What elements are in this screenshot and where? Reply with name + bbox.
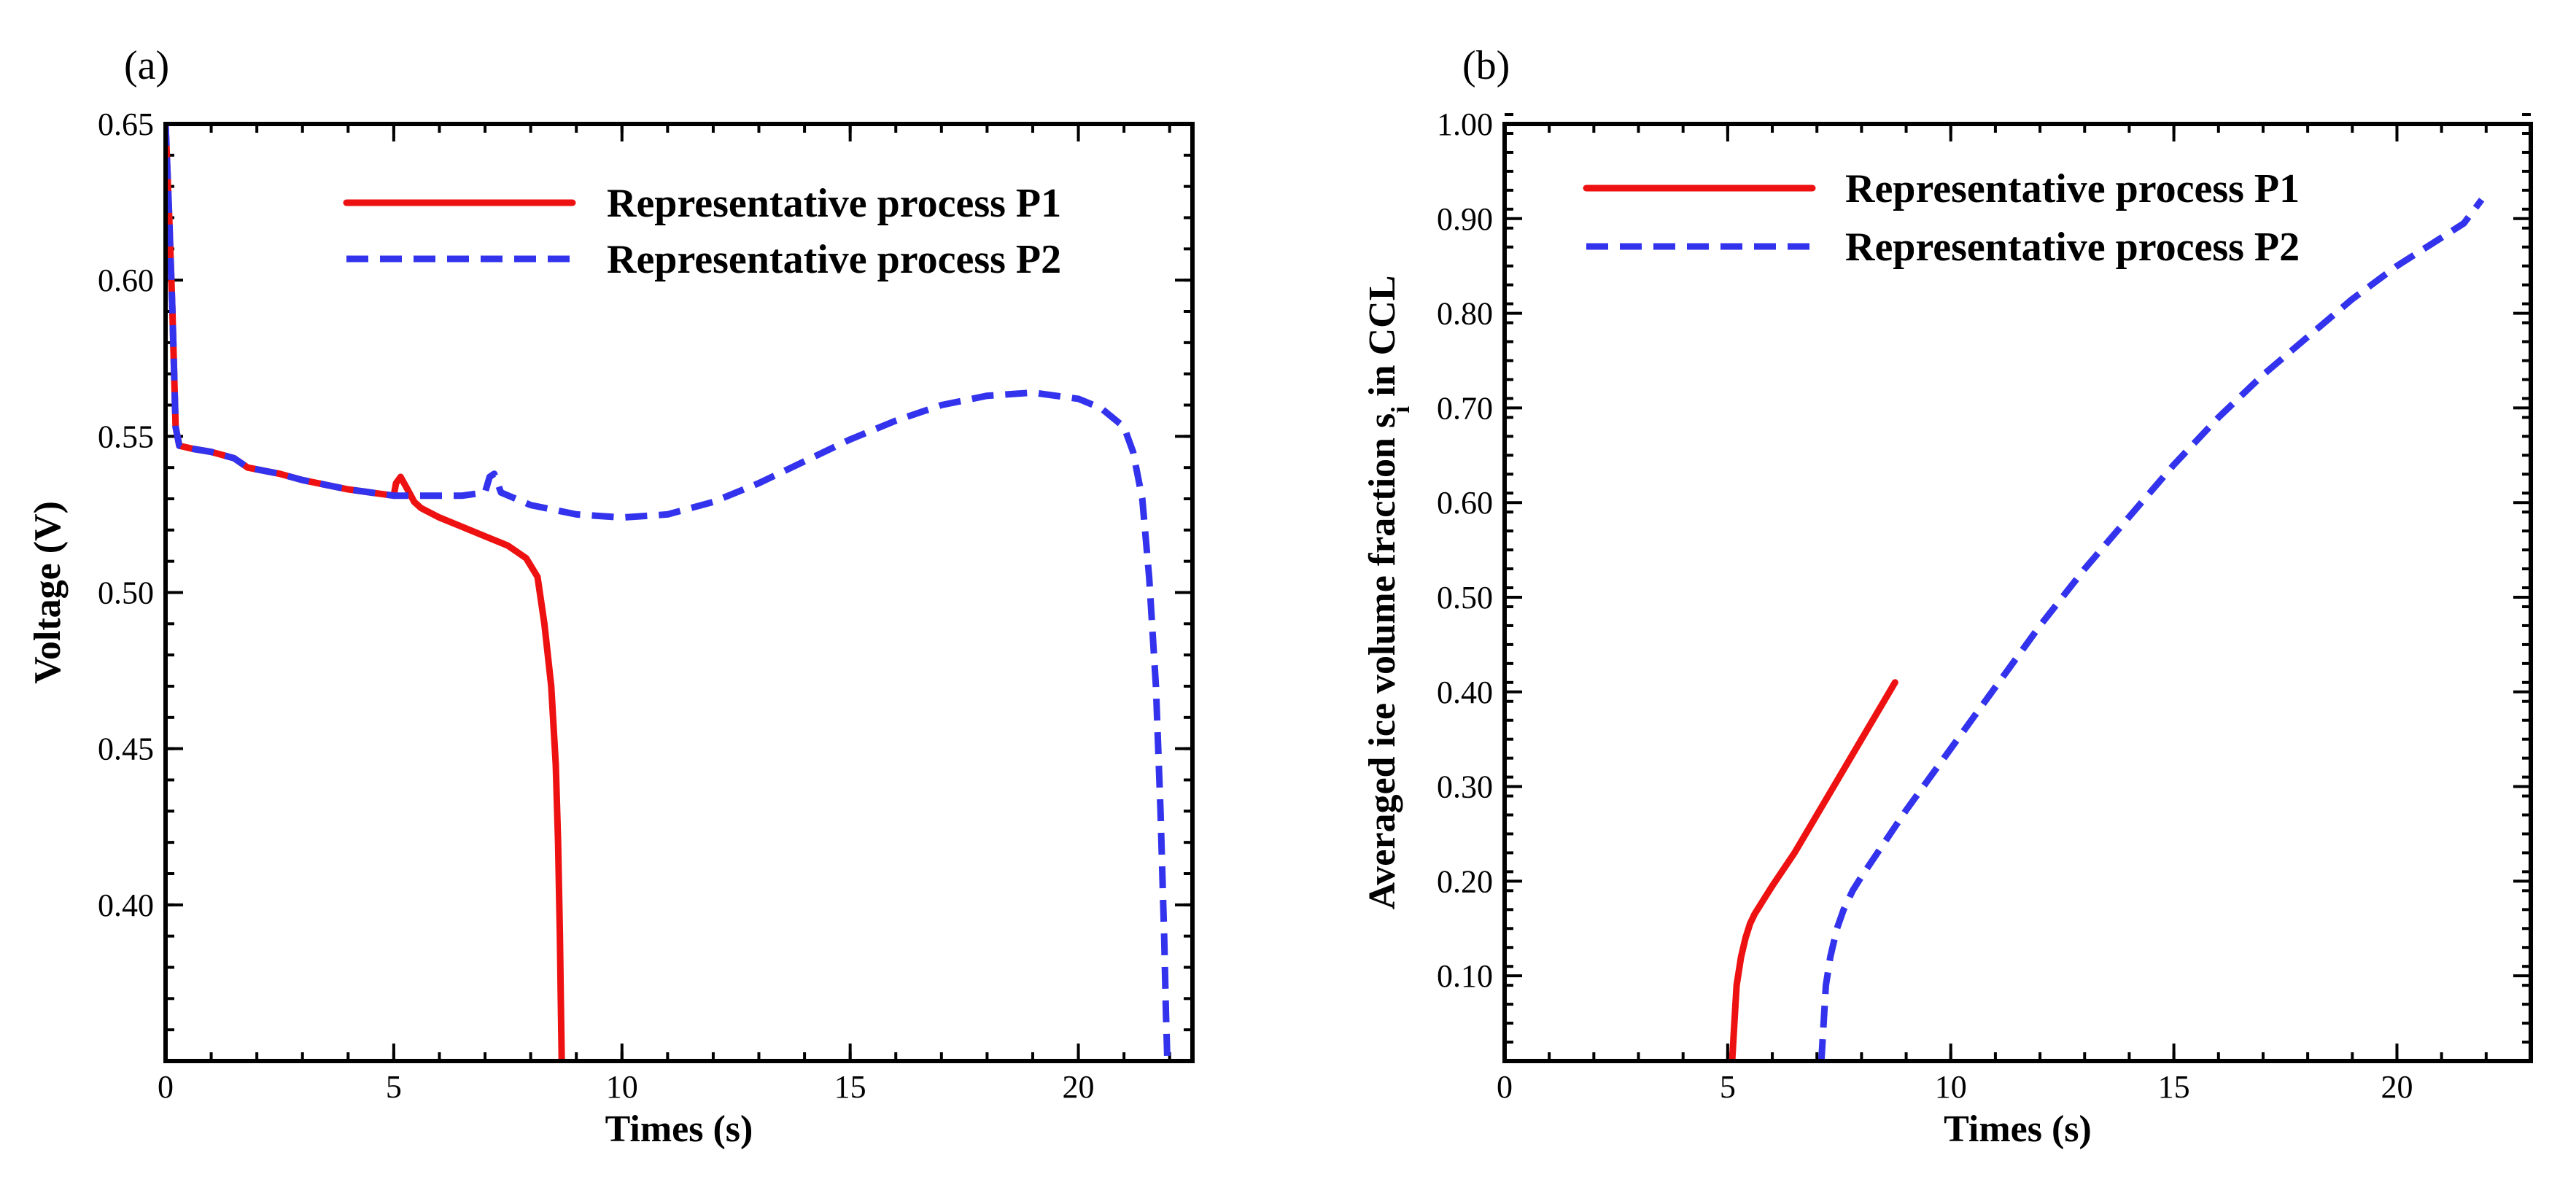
y-tick-label: 0.20: [1437, 863, 1493, 899]
y-axis-title-subscript: i: [1386, 406, 1415, 413]
y-axis-title: Voltage (V): [27, 501, 69, 684]
plot-frame: [163, 122, 1195, 1063]
x-tick-label: 0: [1497, 1069, 1513, 1105]
series-line-2: [166, 124, 1171, 1061]
y-tick-label: 0.30: [1437, 769, 1493, 805]
legend-label-1: Representative process P1: [1845, 166, 2300, 211]
y-tick-label: 0.90: [1437, 201, 1493, 237]
series-line-1: [166, 124, 565, 1061]
x-tick-label: 15: [2158, 1069, 2190, 1105]
legend-label-2: Representative process P2: [1845, 225, 2300, 270]
y-tick-label: 1.00: [1437, 106, 1493, 142]
y-axis-title-main: Averaged ice volume fraction s: [1362, 413, 1403, 910]
y-axis-title-suffix: in CCL: [1362, 276, 1403, 406]
y-tick-label: 0.45: [98, 731, 154, 767]
plot-frame: [1502, 122, 2533, 1063]
x-tick-label: 5: [386, 1069, 402, 1105]
y-tick-label: 0.70: [1437, 390, 1493, 426]
panel-label: (a): [124, 43, 169, 88]
panel-label: (b): [1462, 43, 1510, 88]
y-tick-label: 0.65: [98, 106, 154, 142]
x-tick-label: 15: [834, 1069, 866, 1105]
panel-a: (a) 0 5 10 15 20 0.40 0.45 0.50 0.55 0.60 0.65 Times…: [27, 43, 1195, 1150]
y-tick-label: 0.60: [1437, 485, 1493, 521]
legend-label-2: Representative process P2: [607, 237, 1061, 282]
y-tick-label: 0.40: [1437, 675, 1493, 710]
y-tick-label: 0.60: [98, 263, 154, 298]
series-line-1: [1729, 679, 1898, 1061]
x-tick-label: 5: [1720, 1069, 1736, 1105]
y-tick-label: 0.55: [98, 419, 154, 454]
x-tick-label: 20: [2381, 1069, 2413, 1105]
x-tick-label: 10: [1935, 1069, 1967, 1105]
y-tick-label: 0.40: [98, 887, 154, 923]
x-axis-title: Times (s): [605, 1108, 753, 1150]
x-axis-title: Times (s): [1944, 1108, 2092, 1150]
y-tick-label: 0.80: [1437, 296, 1493, 332]
y-tick-label: 0.50: [98, 575, 154, 611]
x-tick-label: 0: [158, 1069, 174, 1105]
legend-label-1: Representative process P1: [607, 181, 1061, 226]
panel-b: (b) 0 5 10 15 20 0.10 0.20 0.30 0.40 0.50 0.60 0.70 0…: [1362, 43, 2533, 1150]
y-axis-title: Averaged ice volume fraction si in CCL: [1362, 276, 1415, 910]
series-line-2: [1817, 198, 2485, 1061]
y-tick-label: 0.10: [1437, 958, 1493, 994]
x-tick-label: 10: [606, 1069, 638, 1105]
x-tick-label: 20: [1063, 1069, 1095, 1105]
y-tick-label: 0.50: [1437, 580, 1493, 615]
